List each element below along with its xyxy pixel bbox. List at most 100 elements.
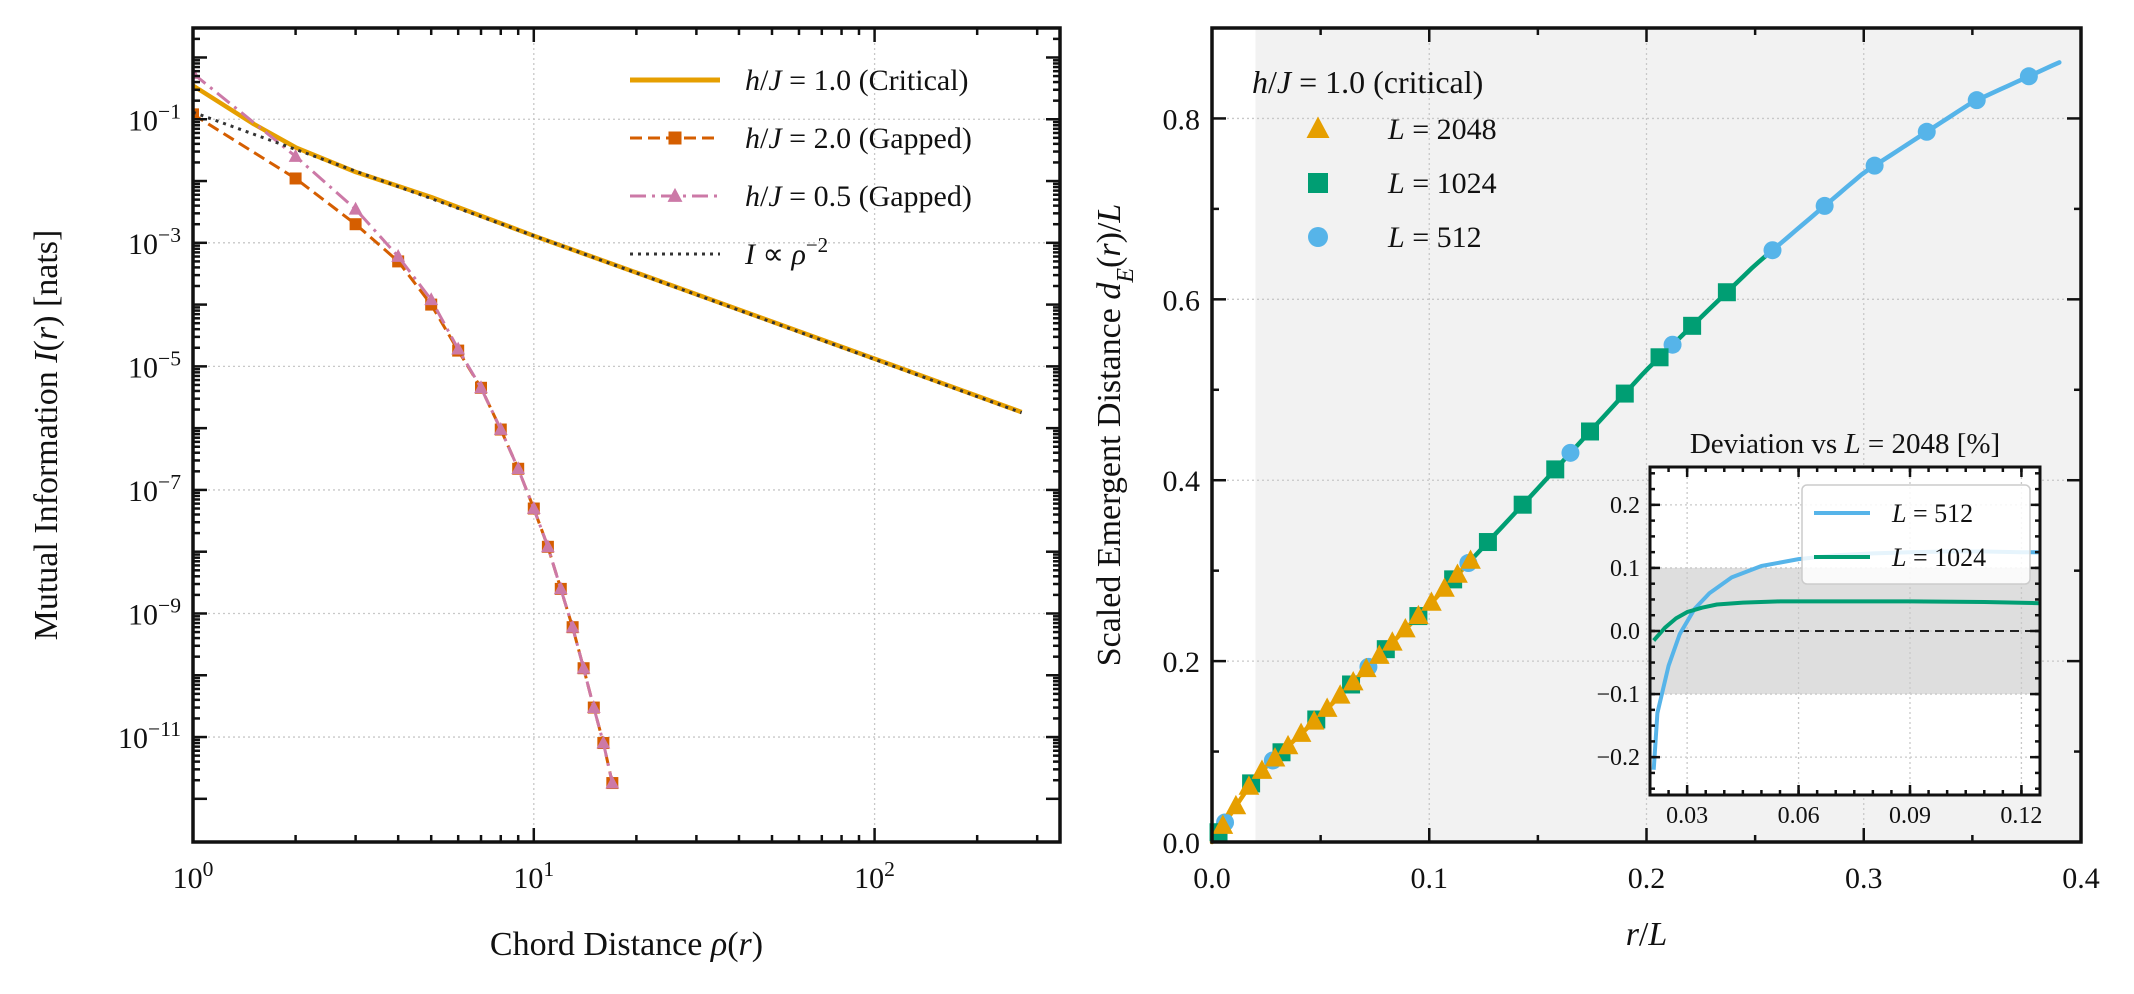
x-tick-label: 0.0 — [1193, 862, 1231, 895]
series-line-gapped05 — [193, 72, 614, 784]
data-point-L512 — [1561, 443, 1580, 462]
data-point-gapped05 — [605, 775, 620, 789]
right-legend: h/J = 1.0 (critical) L = 2048 L = 1024 L = … — [1252, 64, 1497, 254]
data-point-L2048 — [1290, 722, 1312, 742]
legend-marker-gapped2 — [668, 131, 682, 145]
data-point-gapped2 — [289, 172, 302, 185]
data-point-L2048 — [1225, 794, 1247, 815]
data-point-L2048 — [1329, 684, 1351, 704]
legend-label-L1024: L = 1024 — [1387, 167, 1497, 200]
data-point-L2048 — [1408, 604, 1429, 625]
inset-title: Deviation vs L = 2048 [%] — [1690, 428, 2000, 460]
y-tick-label: 10−3 — [128, 223, 181, 261]
y-axis-label: Scaled Emergent Distance dE(r)/L — [1091, 204, 1139, 667]
left-plot-area — [193, 66, 1023, 790]
data-point-gapped05 — [451, 341, 466, 355]
legend-label-critical: h/J = 1.0 (Critical) — [745, 64, 969, 97]
data-point-L1024 — [1683, 316, 1702, 335]
data-point-L2048 — [1368, 644, 1390, 664]
data-point-L2048 — [1251, 759, 1273, 779]
legend-label-fit: I ∝ ρ−2 — [744, 233, 828, 271]
left-legend: h/J = 1.0 (Critical) h/J = 2.0 (Gapped) h/… — [630, 64, 972, 271]
data-point-L512 — [1815, 196, 1834, 215]
data-point-L2048 — [1355, 657, 1377, 678]
legend-label-gapped05: h/J = 0.5 (Gapped) — [745, 180, 972, 213]
series-line-gapped2 — [193, 113, 614, 784]
data-point-L2048 — [1264, 747, 1286, 767]
data-point-L512 — [1967, 91, 1986, 110]
data-point-gapped05 — [540, 539, 555, 553]
inset-x-tick-label: 0.03 — [1666, 803, 1708, 829]
data-point-L2048 — [1447, 563, 1468, 583]
inset-legend-label-L1024: L = 1024 — [1891, 543, 1986, 572]
inset-x-tick-label: 0.06 — [1778, 803, 1820, 829]
data-point-gapped05 — [553, 581, 568, 595]
data-point-L2048 — [1212, 814, 1234, 834]
inset-y-tick-label: −0.1 — [1596, 682, 1640, 708]
y-tick-label: 10−7 — [128, 470, 181, 508]
data-point-gapped05 — [586, 700, 601, 713]
data-point-L1024 — [1615, 384, 1634, 403]
data-point-gapped05 — [288, 148, 303, 162]
data-point-L1024 — [1513, 495, 1532, 514]
data-point-L2048 — [1395, 618, 1416, 638]
data-point-gapped2 — [349, 218, 362, 231]
legend-marker-gapped05 — [667, 187, 683, 202]
data-point-L1024 — [1650, 348, 1669, 367]
x-tick-label: 0.1 — [1411, 862, 1449, 895]
data-point-L2048 — [1381, 631, 1403, 651]
legend-title: h/J = 1.0 (critical) — [1252, 64, 1483, 100]
data-point-gapped05 — [576, 660, 591, 674]
inset-legend: L = 512 L = 1024 — [1801, 484, 2031, 585]
y-tick-label: 0.0 — [1163, 827, 1201, 860]
x-tick-label: 0.4 — [2062, 862, 2100, 895]
data-point-gapped05 — [565, 619, 580, 633]
y-tick-label: 0.4 — [1163, 465, 1201, 498]
data-point-L1024 — [1546, 460, 1565, 479]
y-axis-label: Mutual Information I(r) [nats] — [28, 230, 65, 641]
data-point-gapped2 — [193, 108, 199, 121]
x-tick-label: 0.2 — [1628, 862, 1666, 895]
data-point-L2048 — [1316, 697, 1338, 717]
inset-y-tick-label: −0.2 — [1596, 745, 1640, 771]
inset-deviation-plot: 0.03 0.06 0.09 0.12 −0.2 −0.1 0.0 0.1 0.2 Deviati… — [1596, 428, 2042, 829]
data-point-L2048 — [1238, 775, 1260, 795]
inset-legend-box — [1801, 484, 2031, 585]
y-tick-label: 10−1 — [128, 99, 181, 137]
data-point-L2048 — [1277, 734, 1299, 755]
x-tick-label: 100 — [173, 857, 214, 895]
inset-legend-label-L512: L = 512 — [1891, 499, 1973, 528]
series-line-critical — [193, 83, 1023, 415]
data-point-L1024 — [1717, 283, 1736, 302]
data-point-L512 — [1763, 241, 1782, 260]
inset-y-tick-label: 0.0 — [1610, 619, 1640, 645]
inset-y-tick-label: 0.2 — [1610, 493, 1640, 519]
y-tick-label: 10−11 — [118, 717, 181, 755]
right-panel-emergent-distance: 0.0 0.1 0.2 0.3 0.4 0.0 0.2 0.4 0.6 0.8 r/L Scaled … — [1091, 26, 2100, 953]
x-axis-label: r/L — [1626, 916, 1668, 953]
data-point-L512 — [1917, 122, 1936, 141]
y-tick-label: 10−9 — [128, 593, 181, 631]
data-point-gapped05 — [493, 422, 508, 435]
data-point-gapped05 — [424, 292, 439, 306]
legend-marker-L2048 — [1306, 116, 1330, 138]
curve-segment-L512 — [1763, 60, 2062, 258]
inset-x-tick-label: 0.09 — [1889, 803, 1931, 829]
inset-x-tick-label: 0.12 — [2000, 803, 2042, 829]
inset-y-tick-label: 0.1 — [1610, 556, 1640, 582]
y-tick-label: 10−5 — [128, 346, 181, 384]
series-line-fit — [193, 110, 1023, 415]
data-point-gapped05 — [511, 461, 526, 475]
data-point-gapped05 — [596, 735, 611, 749]
data-point-L512 — [1865, 156, 1884, 175]
data-point-gapped05 — [391, 249, 406, 262]
legend-label-L512: L = 512 — [1387, 221, 1482, 254]
left-panel-mutual-information: 100 101 102 10−11 10−9 10−7 10−5 10−3 10−1 Chord … — [28, 26, 1062, 963]
data-point-L2048 — [1303, 710, 1325, 730]
data-point-gapped05 — [474, 380, 488, 394]
data-point-gapped05 — [348, 201, 363, 215]
legend-marker-L1024 — [1308, 173, 1328, 193]
x-axis-label: Chord Distance ρ(r) — [490, 926, 763, 963]
data-point-gapped05 — [526, 501, 541, 514]
